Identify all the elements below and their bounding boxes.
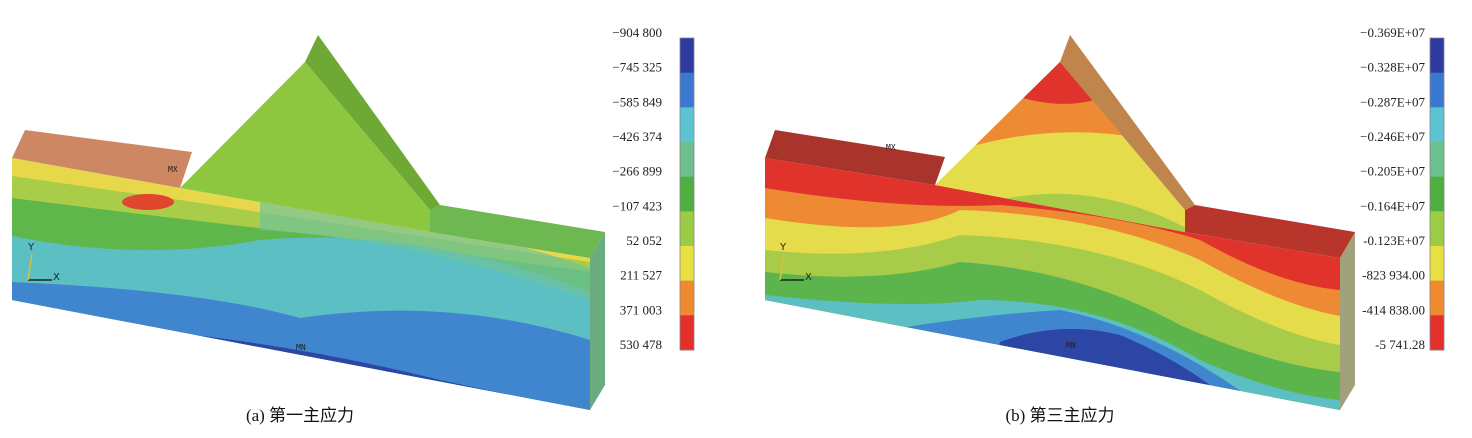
color-swatch <box>1430 315 1444 351</box>
max-marker: MX <box>168 165 178 174</box>
legend-label: 211 527 <box>620 268 662 283</box>
panel-a-model: MX MN Y X <box>12 35 605 410</box>
caption: (b) 第三主应力 <box>1005 406 1114 425</box>
axis-y-label: Y <box>27 242 35 253</box>
color-swatch <box>680 142 694 178</box>
legend-label: 52 052 <box>626 233 662 248</box>
legend-label: −107 423 <box>612 198 662 213</box>
color-swatch <box>1430 176 1444 212</box>
legend-label: −585 849 <box>612 94 662 109</box>
legend-label: -5 741.28 <box>1375 337 1425 352</box>
legend-label: -414 838.00 <box>1362 302 1425 317</box>
color-swatch <box>680 176 694 212</box>
min-marker: MN <box>1066 341 1076 350</box>
legend-label: −0.287E+07 <box>1360 94 1425 109</box>
legend-label: −266 899 <box>612 164 662 179</box>
axis-x-label: X <box>805 272 812 283</box>
color-swatch <box>680 280 694 316</box>
legend-label: −904 800 <box>612 25 662 40</box>
color-bar-frame <box>1429 37 1445 351</box>
legend-a: −904 800 −745 325 −585 849 −426 374 −266 899… <box>612 25 695 352</box>
legend-b: −0.369E+07 −0.328E+07 −0.287E+07 −0.246E+07… <box>1360 25 1445 352</box>
axis-x-label: X <box>53 272 60 283</box>
color-swatch <box>1430 107 1444 143</box>
color-swatch <box>1430 38 1444 74</box>
color-swatch <box>680 246 694 282</box>
max-marker: MX <box>886 143 896 152</box>
color-swatch <box>680 38 694 74</box>
caption: (a) 第一主应力 <box>246 406 354 425</box>
color-swatch <box>680 211 694 247</box>
legend-label: −0.246E+07 <box>1360 129 1425 144</box>
panel-b-model: MX MN Y X <box>765 35 1355 410</box>
color-bar-frame <box>679 37 695 351</box>
legend-label: −0.369E+07 <box>1360 25 1425 40</box>
legend-label: −426 374 <box>612 129 662 144</box>
color-swatch <box>680 72 694 108</box>
color-swatch <box>680 315 694 351</box>
color-swatch <box>680 107 694 143</box>
color-swatch <box>1430 246 1444 282</box>
legend-label: −745 325 <box>612 60 662 75</box>
color-swatch <box>1430 280 1444 316</box>
legend-label: −0.164E+07 <box>1360 198 1425 213</box>
legend-label: 530 478 <box>620 337 662 352</box>
color-swatch <box>1430 142 1444 178</box>
min-marker: MN <box>296 343 306 352</box>
legend-label: -0.123E+07 <box>1363 233 1425 248</box>
legend-label: −0.205E+07 <box>1360 164 1425 179</box>
legend-label: −0.328E+07 <box>1360 60 1425 75</box>
legend-label: -823 934.00 <box>1362 268 1425 283</box>
color-swatch <box>1430 211 1444 247</box>
color-swatch <box>1430 72 1444 108</box>
axis-y-label: Y <box>779 242 787 253</box>
legend-label: 371 003 <box>620 302 662 317</box>
